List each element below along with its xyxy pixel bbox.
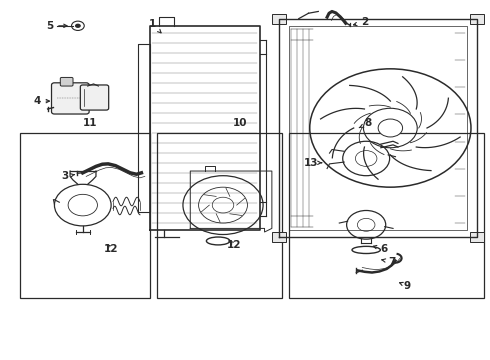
Text: 1: 1 <box>148 19 161 33</box>
Text: 4: 4 <box>33 96 49 106</box>
Circle shape <box>378 119 403 137</box>
Text: 13: 13 <box>304 158 321 168</box>
Text: 11: 11 <box>83 118 98 128</box>
Bar <box>289 134 485 298</box>
Bar <box>157 134 282 298</box>
Text: 3: 3 <box>62 171 74 181</box>
Circle shape <box>75 24 81 28</box>
Text: 8: 8 <box>359 118 372 128</box>
Text: 5: 5 <box>46 21 67 31</box>
FancyBboxPatch shape <box>60 77 73 86</box>
Text: 2: 2 <box>353 17 368 27</box>
Text: 12: 12 <box>104 244 119 254</box>
Text: 7: 7 <box>382 257 395 267</box>
Bar <box>470 232 484 242</box>
Bar <box>20 134 150 298</box>
Text: 9: 9 <box>399 281 411 291</box>
Bar <box>272 14 286 24</box>
Text: 6: 6 <box>373 244 388 254</box>
Text: 12: 12 <box>227 239 242 249</box>
Bar <box>272 232 286 242</box>
FancyBboxPatch shape <box>80 85 109 110</box>
FancyBboxPatch shape <box>51 83 89 114</box>
Bar <box>470 14 484 24</box>
Text: 10: 10 <box>233 118 247 128</box>
